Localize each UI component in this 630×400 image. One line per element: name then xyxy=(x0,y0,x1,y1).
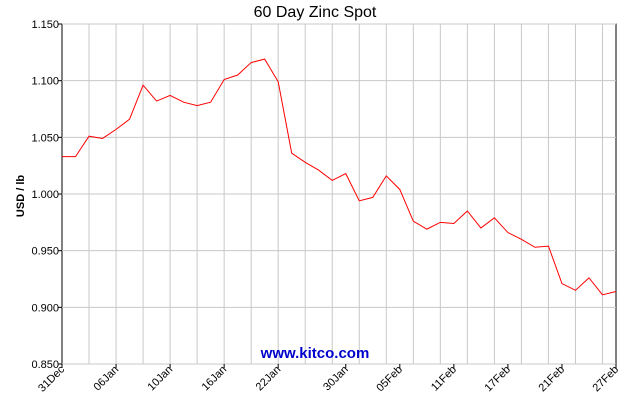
x-tick-label: 21Feb xyxy=(537,364,568,395)
zinc-price-line xyxy=(62,58,617,296)
watermark-text: www.kitco.com xyxy=(260,345,370,362)
grid-layer xyxy=(62,23,616,365)
x-tick-label: 06Jan xyxy=(91,364,121,394)
x-tick-label: 22Jan xyxy=(254,364,284,394)
y-axis-ticks: 0.850 0.900 0.950 1.000 1.050 1.100 1.150 xyxy=(31,19,62,371)
chart-title: 60 Day Zinc Spot xyxy=(254,4,377,21)
y-tick-label: 1.100 xyxy=(31,76,59,88)
y-tick-label: 0.900 xyxy=(31,302,59,314)
x-tick-label: 27Feb xyxy=(591,364,622,395)
y-tick-label: 1.000 xyxy=(31,189,59,201)
x-tick-label: 30Jan xyxy=(321,364,351,394)
x-tick-label: 17Feb xyxy=(482,364,513,395)
x-tick-label: 11Feb xyxy=(429,364,459,394)
series-layer xyxy=(62,58,617,296)
x-axis-ticks: 31Dec 06Jan 10Jan 16Jan 22Jan 30Jan 05Feb 11Feb… xyxy=(36,363,621,394)
x-tick-label: 16Jan xyxy=(200,364,230,394)
x-tick-label: 05Feb xyxy=(374,364,405,395)
y-tick-label: 0.850 xyxy=(31,359,59,371)
y-tick-label: 0.950 xyxy=(31,246,59,258)
y-tick-label: 1.150 xyxy=(31,19,59,31)
y-tick-label: 1.050 xyxy=(31,132,59,144)
x-tick-label: 10Jan xyxy=(146,364,176,394)
y-axis-label: USD / lb xyxy=(15,175,27,217)
